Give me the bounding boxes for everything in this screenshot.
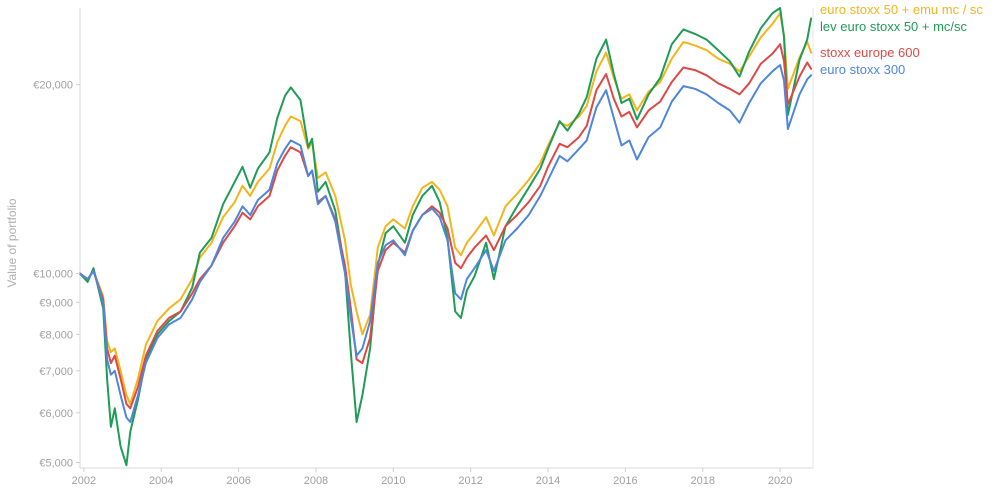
x-tick-label: 2002 [72,475,96,487]
legend-label-2: lev euro stoxx 50 + mc/sc [820,19,968,34]
y-axis-ticks: €5,000 €6,000 €7,000 €8,000 €9,000 €10,000 €20… [33,80,80,469]
x-tick-label: 2012 [458,475,482,487]
x-tick-label: 2020 [768,475,792,487]
legend: euro stoxx 50 + emu mc / sc lev euro stox… [820,2,983,77]
x-axis-ticks: 2002 2004 2006 2008 2010 2012 2014 2016 2018 2020 [72,468,792,487]
legend-label-1: euro stoxx 50 + emu mc / sc [820,2,983,17]
x-tick-label: 2018 [691,475,715,487]
x-tick-label: 2016 [613,475,637,487]
x-tick-label: 2010 [381,475,405,487]
y-tick-label: €20,000 [33,80,73,92]
x-tick-label: 2008 [304,475,328,487]
y-tick-label: €6,000 [39,408,73,420]
series-line-4 [79,64,813,423]
series-layer [79,7,813,467]
x-tick-label: 2004 [149,475,173,487]
y-tick-label: €10,000 [33,269,73,281]
legend-label-3: stoxx europe 600 [820,45,920,60]
x-tick-label: 2006 [226,475,250,487]
series-line-3 [79,43,813,410]
series-line-1 [79,12,813,405]
y-tick-label: €9,000 [39,297,73,309]
x-tick-label: 2014 [536,475,560,487]
legend-label-4: euro stoxx 300 [820,62,905,77]
y-tick-label: €5,000 [39,457,73,469]
y-axis-title: Value of portfolio [5,198,19,287]
y-tick-label: €8,000 [39,329,73,341]
y-tick-label: €7,000 [39,366,73,378]
